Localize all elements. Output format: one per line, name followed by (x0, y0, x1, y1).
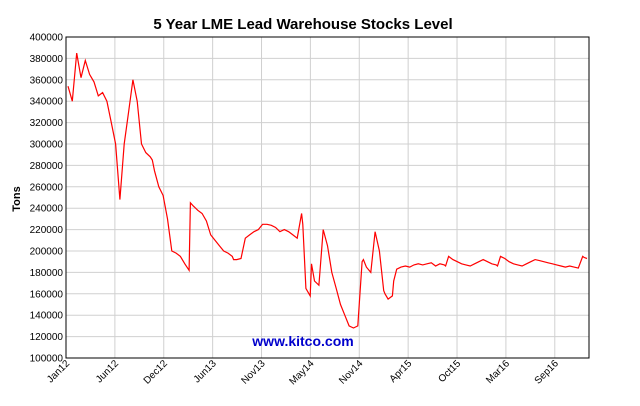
x-tick-label: Jun12 (94, 358, 121, 385)
series-line-lead-stocks (67, 52, 588, 329)
x-tick-label: Mar16 (484, 358, 512, 386)
y-tick-label: 340000 (30, 97, 64, 108)
x-tick-label: Jun13 (192, 358, 219, 385)
y-tick-label: 100000 (30, 354, 64, 365)
x-tick-label: Sep16 (533, 358, 562, 387)
y-tick-label: 120000 (30, 332, 64, 343)
plot-frame (65, 36, 590, 359)
watermark-text: www.kitco.com (251, 333, 353, 349)
y-tick-label: 380000 (30, 54, 64, 65)
y-tick-label: 220000 (30, 225, 64, 236)
y-tick-label: 260000 (30, 182, 64, 193)
x-tick-label: May14 (288, 358, 317, 387)
chart-title: 5 Year LME Lead Warehouse Stocks Level (153, 16, 452, 33)
y-tick-label: 400000 (30, 33, 64, 44)
y-tick-label: 140000 (30, 311, 64, 322)
y-tick-label: 320000 (30, 118, 64, 129)
x-tick-label: Apr15 (388, 358, 415, 385)
y-tick-label: 300000 (30, 140, 64, 151)
y-tick-label: 280000 (30, 161, 64, 172)
y-tick-label: 360000 (30, 75, 64, 86)
x-tick-label: Oct15 (437, 358, 464, 385)
x-tick-label: Dec12 (142, 358, 171, 387)
x-tick-labels: Jan12 Jun12 Dec12 Jun13 Nov13 May14 Nov14 Apr15… (45, 358, 561, 387)
y-tick-label: 160000 (30, 289, 64, 300)
y-tick-labels: 100000 120000 140000 160000 180000 200000 2200… (30, 33, 64, 365)
y-tick-label: 180000 (30, 268, 64, 279)
y-axis-label: Tons (11, 186, 23, 211)
x-tick-label: Nov14 (337, 358, 366, 387)
x-tick-label: Nov13 (239, 358, 268, 387)
gridlines (65, 36, 589, 359)
y-tick-label: 200000 (30, 247, 64, 258)
y-tick-label: 240000 (30, 204, 64, 215)
